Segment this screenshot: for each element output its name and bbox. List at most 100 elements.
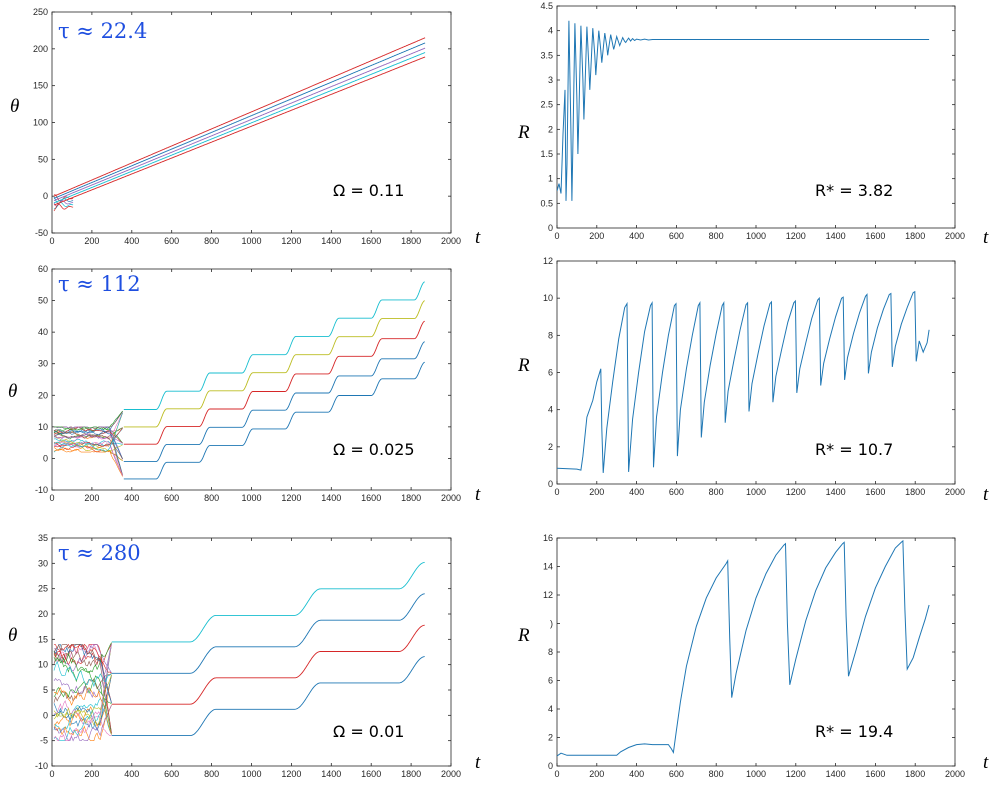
y-tick-label: 14 — [543, 562, 553, 572]
x-tick-label: 800 — [204, 493, 219, 503]
transient-trajectory — [53, 644, 112, 726]
theta-branch-line — [123, 361, 425, 480]
theta-branch-line — [123, 281, 425, 410]
plot-frame — [556, 537, 956, 767]
x-tick-label: 400 — [124, 493, 139, 503]
y-tick-label: 2.5 — [540, 100, 553, 110]
x-tick-label: 400 — [124, 236, 139, 246]
x-tick-label: 1200 — [281, 493, 301, 503]
x-tick-label: 1200 — [786, 231, 806, 241]
x-axis-label: t — [983, 752, 989, 773]
x-tick-label: 2000 — [441, 769, 461, 779]
x-tick-label: 1000 — [241, 769, 261, 779]
x-tick-label: 1400 — [826, 487, 846, 497]
data-layer — [53, 281, 425, 480]
x-axis-label: t — [475, 484, 481, 505]
transient-trajectory — [53, 441, 123, 476]
y-tick-label: 35 — [38, 533, 48, 543]
x-tick-label: 1800 — [401, 236, 421, 246]
y-tick-label: 2 — [548, 733, 553, 743]
x-tick-label: 200 — [84, 769, 99, 779]
y-tick-label: 20 — [38, 609, 48, 619]
x-tick-label: 600 — [669, 487, 684, 497]
theta-branch-line — [111, 561, 425, 643]
R-series-line — [557, 20, 930, 201]
x-tick-label: 600 — [669, 231, 684, 241]
x-tick-label: 1600 — [865, 487, 885, 497]
x-tick-label: 1400 — [826, 769, 846, 779]
y-tick-label: 30 — [38, 359, 48, 369]
transient-trajectory — [53, 433, 123, 444]
y-tick-label: 1.5 — [540, 149, 553, 159]
x-axis-label: t — [983, 484, 989, 505]
x-tick-label: 1200 — [786, 487, 806, 497]
y-tick-label: 30 — [38, 558, 48, 568]
y-tick-label: 10 — [543, 293, 553, 303]
x-tick-label: 200 — [84, 236, 99, 246]
y-tick-label: 3 — [548, 75, 553, 85]
theta-3-panel: 0 200 400 600 800 1000 1200 1400 1600 1800 2000-10… — [8, 533, 481, 779]
data-layer — [557, 20, 930, 201]
x-tick-label: 0 — [49, 236, 54, 246]
transient-trajectory — [53, 412, 123, 452]
x-tick-label: 800 — [709, 487, 724, 497]
x-tick-label: 1400 — [321, 236, 341, 246]
transient-trajectory — [53, 643, 112, 674]
transient-trajectory — [53, 203, 74, 212]
tau-label: τ ≈ 112 — [58, 272, 141, 296]
x-tick-label: 800 — [204, 769, 219, 779]
x-tick-label: 600 — [164, 493, 179, 503]
theta-branch-line — [123, 341, 425, 463]
tau-label: τ ≈ 22.4 — [58, 19, 147, 43]
y-tick-label: 0 — [548, 761, 553, 771]
transient-trajectory — [53, 448, 123, 477]
y-tick-label: 10 — [38, 422, 48, 432]
x-tick-label: 200 — [589, 769, 604, 779]
y-tick-label: 50 — [38, 296, 48, 306]
x-axis-label: t — [983, 227, 989, 248]
x-tick-label: 1200 — [281, 769, 301, 779]
x-tick-label: 1800 — [401, 493, 421, 503]
parameter-annotation: Ω = 0.01 — [333, 722, 404, 741]
x-axis-label: t — [475, 227, 481, 248]
transient-trajectory — [53, 429, 123, 460]
y-tick-label: -10 — [35, 485, 48, 495]
x-axis-label: t — [475, 752, 481, 773]
theta-branch-line — [123, 320, 425, 445]
y-axis-label: R — [517, 625, 530, 646]
parameter-annotation: R* = 3.82 — [815, 181, 893, 200]
y-tick-label: ) — [550, 619, 553, 629]
x-tick-label: 2000 — [441, 236, 461, 246]
transient-trajectory — [53, 445, 123, 461]
y-tick-label: -10 — [35, 761, 48, 771]
y-axis-label: R — [517, 122, 530, 143]
data-layer — [557, 539, 930, 757]
y-tick-label: 8 — [548, 330, 553, 340]
x-tick-label: 800 — [204, 236, 219, 246]
y-tick-label: -50 — [35, 228, 48, 238]
data-layer — [53, 561, 425, 742]
transient-trajectory — [54, 410, 123, 431]
y-tick-label: 12 — [543, 256, 553, 266]
transient-trajectory — [53, 673, 112, 703]
y-tick-label: -5 — [40, 736, 48, 746]
y-tick-label: 5 — [43, 685, 48, 695]
data-layer — [557, 290, 930, 473]
y-axis-label: θ — [8, 625, 17, 646]
x-tick-label: 600 — [164, 236, 179, 246]
parameter-annotation: R* = 10.7 — [815, 440, 893, 459]
theta-branch-line — [53, 37, 426, 197]
theta-branch-line — [111, 656, 425, 737]
y-tick-label: 25 — [38, 584, 48, 594]
x-tick-label: 1000 — [241, 493, 261, 503]
R-series-line — [557, 539, 930, 757]
y-tick-label: 0 — [43, 453, 48, 463]
x-tick-label: 1200 — [786, 769, 806, 779]
transient-trajectory — [53, 436, 123, 461]
x-tick-label: 800 — [709, 231, 724, 241]
parameter-annotation: Ω = 0.025 — [333, 440, 415, 459]
transient-trajectory — [53, 697, 112, 735]
y-tick-label: 4.5 — [540, 1, 553, 11]
x-tick-label: 1800 — [905, 487, 925, 497]
y-tick-label: 2 — [548, 124, 553, 134]
